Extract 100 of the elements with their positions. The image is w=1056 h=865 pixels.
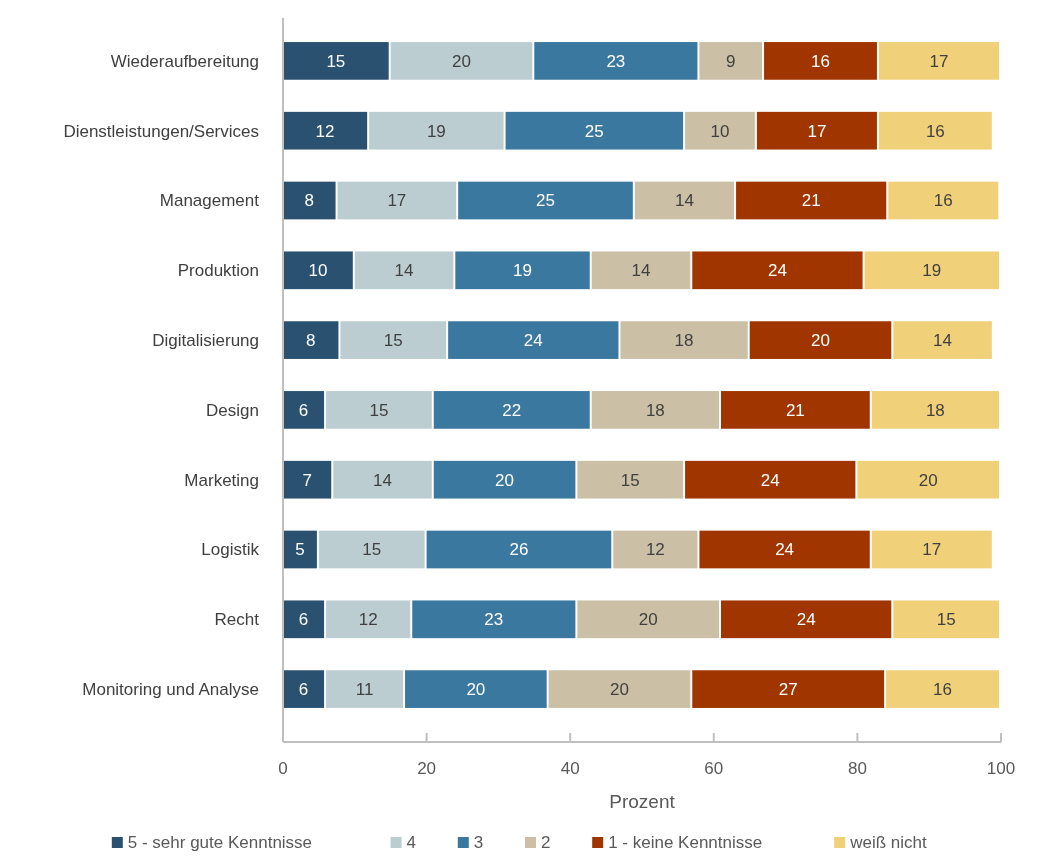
y-tick-label: Logistik <box>201 540 260 560</box>
data-label: 16 <box>933 680 953 700</box>
bar <box>736 181 887 220</box>
bar <box>699 530 870 569</box>
bar <box>283 181 336 220</box>
data-label: 15 <box>362 540 382 560</box>
data-label: 21 <box>785 400 805 420</box>
data-label: 12 <box>358 610 378 630</box>
data-label: 15 <box>369 400 389 420</box>
bar <box>340 321 447 359</box>
bar <box>720 600 892 639</box>
bar <box>878 111 992 150</box>
x-tick-label: 20 <box>417 759 437 778</box>
bar <box>888 181 999 220</box>
y-tick-label: Wiederaufbereitung <box>110 51 259 71</box>
bar <box>333 460 432 499</box>
legend-label: 2 <box>541 833 551 852</box>
data-label: 10 <box>710 121 730 141</box>
bar <box>412 600 576 639</box>
bar <box>326 391 432 429</box>
legend-label: weiß nicht <box>849 833 927 852</box>
bar <box>692 670 885 708</box>
bar <box>871 530 992 569</box>
data-label: 16 <box>933 191 953 211</box>
data-label: 6 <box>298 400 309 420</box>
bar <box>871 391 999 429</box>
bar <box>458 181 633 220</box>
bar <box>455 251 590 290</box>
data-label: 17 <box>387 191 407 211</box>
data-label: 19 <box>426 121 446 141</box>
data-label: 25 <box>584 121 604 141</box>
bar <box>613 530 698 569</box>
bar <box>283 670 325 708</box>
bar <box>426 530 612 569</box>
data-label: 8 <box>304 191 315 211</box>
bar <box>577 460 684 499</box>
data-label: 11 <box>355 680 374 700</box>
data-label: 23 <box>484 610 504 630</box>
data-label: 24 <box>760 470 780 490</box>
data-label: 24 <box>767 261 787 281</box>
x-axis-title: Prozent <box>609 791 676 812</box>
x-tick-label: 60 <box>704 759 724 778</box>
data-label: 14 <box>373 470 392 490</box>
bar <box>326 670 404 708</box>
bar <box>699 42 763 80</box>
data-label: 15 <box>620 470 640 490</box>
x-tick-label: 80 <box>847 759 867 778</box>
bar <box>685 460 856 499</box>
bar <box>886 670 999 708</box>
y-tick-label: Monitoring und Analyse <box>82 680 259 700</box>
data-label: 8 <box>305 331 316 351</box>
data-label: 20 <box>918 470 938 490</box>
data-label: 18 <box>925 400 945 420</box>
data-label: 12 <box>315 121 335 141</box>
bar <box>692 251 863 290</box>
data-label: 20 <box>495 470 515 490</box>
bar <box>448 321 619 359</box>
bar <box>577 600 719 639</box>
bar <box>591 391 719 429</box>
data-label: 19 <box>513 261 532 281</box>
y-tick-label: Produktion <box>177 261 259 281</box>
data-label: 7 <box>302 470 312 490</box>
y-tick-label: Digitalisierung <box>152 331 259 351</box>
bar <box>433 460 576 499</box>
data-label: 26 <box>509 540 529 560</box>
bar <box>354 251 454 290</box>
bar <box>283 321 339 359</box>
bar <box>756 111 877 150</box>
data-label: 24 <box>775 540 795 560</box>
data-label: 15 <box>383 331 403 351</box>
data-label: 6 <box>298 610 309 630</box>
data-label: 18 <box>674 331 694 351</box>
data-label: 27 <box>778 680 798 700</box>
bar <box>405 670 547 708</box>
data-label: 20 <box>466 680 486 700</box>
data-label: 15 <box>326 51 346 71</box>
data-label: 16 <box>811 51 830 71</box>
y-tick-label: Dienstleistungen/Services <box>63 121 259 141</box>
bar <box>318 530 425 569</box>
data-label: 20 <box>610 680 629 700</box>
x-tick-label: 0 <box>278 759 288 778</box>
bar <box>548 670 691 708</box>
data-label: 17 <box>922 540 942 560</box>
x-tick-label: 100 <box>986 759 1016 778</box>
bar <box>283 251 353 290</box>
bar <box>878 42 999 80</box>
data-label: 17 <box>929 51 949 71</box>
bar <box>390 42 533 80</box>
data-label: 23 <box>606 51 626 71</box>
bar <box>505 111 684 150</box>
data-label: 20 <box>452 51 471 71</box>
data-label: 16 <box>925 121 945 141</box>
bar <box>534 42 698 80</box>
data-label: 24 <box>796 610 816 630</box>
bar <box>857 460 999 499</box>
data-label: 20 <box>811 331 830 351</box>
data-label: 10 <box>308 261 328 281</box>
bar <box>864 251 999 290</box>
bar <box>620 321 748 359</box>
bar <box>369 111 504 150</box>
